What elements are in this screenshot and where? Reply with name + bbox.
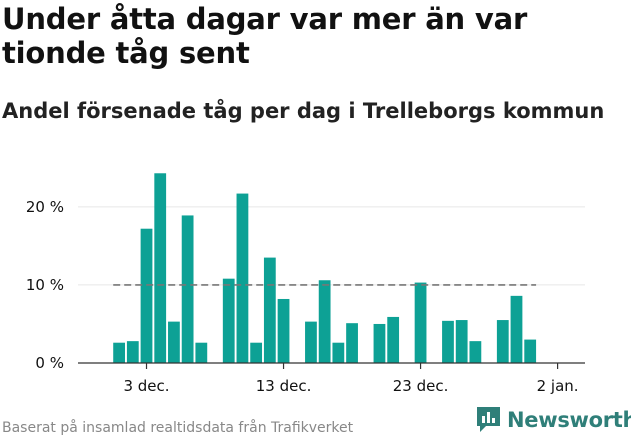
y-tick-label: 0 %	[35, 354, 64, 372]
bar[interactable]	[305, 321, 317, 363]
bar[interactable]	[126, 341, 139, 363]
bar[interactable]	[181, 215, 194, 363]
bar[interactable]	[250, 342, 263, 363]
bar-chart: 0 % 10 % 20 % 3 dec. 13 dec. 23 dec. 2 jan.	[26, 173, 585, 395]
brand-name: Newsworthy	[507, 407, 631, 432]
bar[interactable]	[277, 298, 290, 363]
source-note: Baserat på insamlad realtidsdata från Tr…	[2, 420, 354, 436]
chart-subtitle: Andel försenade tåg per dag i Trelleborg…	[2, 99, 605, 123]
bar[interactable]	[387, 316, 400, 363]
bar[interactable]	[373, 323, 386, 363]
bars	[113, 173, 537, 363]
bar[interactable]	[140, 228, 153, 363]
bar[interactable]	[455, 320, 468, 363]
y-tick-label: 10 %	[26, 276, 64, 294]
bar[interactable]	[510, 295, 523, 363]
x-tick-label: 3 dec.	[123, 377, 169, 395]
bar[interactable]	[222, 278, 235, 363]
chart-title: Under åtta dagar var mer än var tionde t…	[2, 2, 528, 70]
x-tick-label: 13 dec.	[256, 377, 312, 395]
bar[interactable]	[346, 323, 358, 363]
bar[interactable]	[195, 342, 208, 363]
bar[interactable]	[236, 193, 249, 363]
axes: 0 % 10 % 20 % 3 dec. 13 dec. 23 dec. 2 jan.	[26, 198, 585, 395]
brand-logo[interactable]: Newsworthy	[476, 406, 631, 433]
bar[interactable]	[154, 173, 167, 363]
bar[interactable]	[168, 321, 180, 363]
bar[interactable]	[469, 341, 482, 363]
x-tick-label: 23 dec.	[393, 377, 449, 395]
bar[interactable]	[318, 280, 331, 363]
grid-lines	[78, 206, 585, 286]
y-tick-label: 20 %	[26, 198, 64, 216]
newsworthy-logo-icon	[477, 407, 500, 432]
x-tick-label: 2 jan.	[537, 377, 579, 395]
bar[interactable]	[496, 320, 509, 363]
bar[interactable]	[113, 342, 126, 363]
bar[interactable]	[524, 339, 537, 363]
bar[interactable]	[414, 282, 427, 363]
bar[interactable]	[332, 342, 345, 363]
bar[interactable]	[442, 320, 454, 363]
bar[interactable]	[263, 257, 276, 363]
